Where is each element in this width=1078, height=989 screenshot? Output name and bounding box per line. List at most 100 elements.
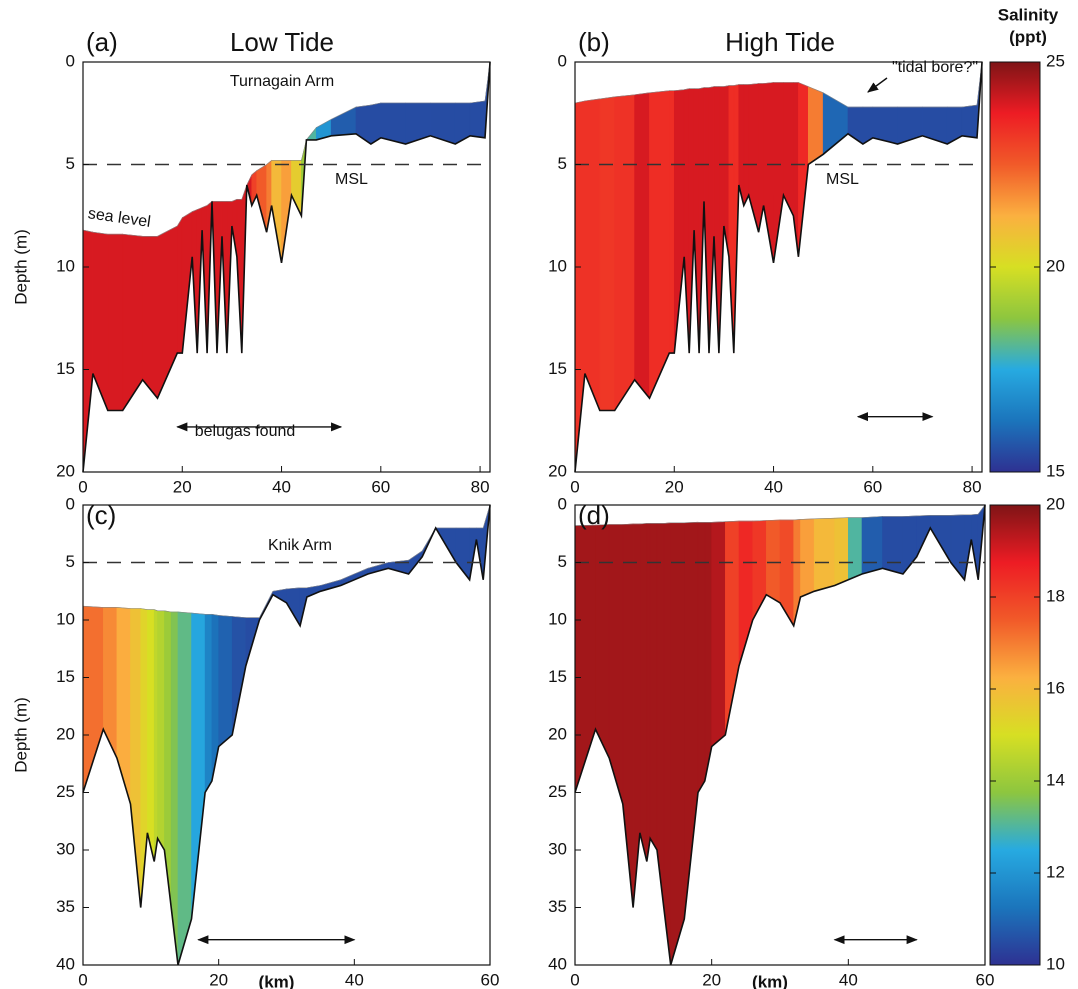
colorbar-tick-label: 16	[1046, 678, 1065, 697]
salinity-band	[595, 524, 610, 759]
x-tick-label: 20	[665, 477, 684, 496]
colorbar-tick-label: 25	[1046, 51, 1065, 70]
y-tick-label: 0	[66, 51, 75, 70]
x-tick-label: 0	[78, 477, 87, 496]
salinity-band	[693, 88, 700, 354]
salinity-band	[142, 235, 158, 400]
y-tick-label: 20	[548, 461, 567, 480]
salinity-band	[748, 83, 759, 233]
salinity-band	[584, 98, 601, 411]
salinity-band	[340, 573, 355, 586]
x-tick-label: 40	[272, 477, 291, 496]
salinity-band	[779, 519, 794, 627]
salinity-band	[649, 523, 658, 852]
salinity-band	[688, 88, 695, 354]
seabed	[574, 61, 983, 473]
annotation: sea level	[87, 205, 152, 231]
salinity-band	[961, 104, 978, 139]
salinity-band	[773, 82, 784, 263]
annotation: belugas found	[195, 423, 296, 440]
colorbar-label: (ppt)	[1009, 27, 1047, 46]
x-tick-label: 20	[209, 970, 228, 989]
salinity-band	[766, 519, 781, 604]
y-tick-label: 15	[56, 359, 75, 378]
salinity-band	[218, 615, 233, 748]
panel: 0 20 40 60 0 5 10 15 20 25 30 35 40 (c) Depth (m) (km) K…	[11, 494, 499, 989]
y-axis-label: Depth (m)	[11, 229, 30, 305]
x-tick-label: 40	[839, 970, 858, 989]
colorbar-tick-label: 12	[1046, 862, 1065, 881]
salinity-band	[663, 522, 671, 966]
water-surface	[574, 504, 986, 526]
salinity-band	[639, 523, 648, 862]
seabed	[82, 61, 491, 473]
x-tick-label: 40	[764, 477, 783, 496]
salinity-band	[599, 96, 616, 411]
y-tick-label: 40	[548, 954, 567, 973]
salinity-band	[848, 517, 863, 581]
salinity-band	[783, 82, 794, 216]
y-tick-label: 15	[56, 667, 75, 686]
x-tick-label: 60	[863, 477, 882, 496]
salinity-band	[916, 515, 931, 557]
salinity-band	[861, 516, 883, 575]
x-tick-label: 60	[371, 477, 390, 496]
y-tick-label: 20	[548, 724, 567, 743]
salinity-band	[649, 90, 670, 399]
salinity-band	[157, 225, 178, 399]
y-tick-label: 20	[56, 461, 75, 480]
y-tick-label: 10	[56, 256, 75, 275]
y-tick-label: 15	[548, 359, 567, 378]
panel-label: (a)	[86, 27, 118, 57]
salinity-band	[813, 517, 835, 592]
salinity-band	[930, 515, 952, 564]
salinity-band	[107, 233, 124, 411]
colorbar-tick-label: 20	[1046, 494, 1065, 513]
x-tick-label: 60	[976, 970, 995, 989]
panel-label: (b)	[578, 27, 610, 57]
salinity-band	[922, 106, 948, 145]
water-surface	[574, 61, 983, 108]
seabed	[82, 504, 491, 966]
colorbar-tick-label: 14	[1046, 770, 1065, 789]
y-tick-label: 0	[558, 494, 567, 513]
y-tick-label: 15	[548, 667, 567, 686]
salinity-band	[897, 106, 923, 145]
colorbar-tick-label: 20	[1046, 256, 1065, 275]
salinity-band	[882, 516, 904, 575]
salinity-band	[800, 518, 815, 598]
seabed	[574, 504, 986, 966]
salinity-band	[82, 229, 94, 473]
salinity-band	[669, 90, 675, 354]
salinity-band	[153, 609, 158, 862]
y-tick-label: 5	[558, 154, 567, 173]
salinity-band	[320, 579, 342, 592]
salinity-band	[711, 521, 726, 748]
x-tick-label: 60	[481, 970, 500, 989]
salinity-band	[157, 610, 165, 852]
y-tick-label: 5	[66, 154, 75, 173]
salinity-band	[670, 522, 685, 966]
x-tick-label: 0	[570, 970, 579, 989]
x-tick-label: 20	[702, 970, 721, 989]
salinity-band	[82, 605, 104, 793]
annotation: MSL	[826, 171, 859, 188]
x-tick-label: 80	[471, 477, 490, 496]
y-tick-label: 0	[558, 51, 567, 70]
y-tick-label: 20	[56, 724, 75, 743]
salinity-band	[704, 521, 712, 782]
salinity-band	[752, 520, 767, 621]
salinity-band	[656, 523, 665, 908]
x-axis-label: (km)	[259, 972, 295, 989]
x-tick-label: 0	[78, 970, 87, 989]
salinity-band	[807, 86, 824, 166]
salinity-band	[469, 100, 486, 139]
colorbar-label: Salinity	[998, 5, 1059, 24]
salinity-band	[191, 612, 206, 920]
panel-title: High Tide	[725, 27, 835, 57]
salinity-band	[291, 160, 302, 216]
y-tick-label: 5	[66, 552, 75, 571]
